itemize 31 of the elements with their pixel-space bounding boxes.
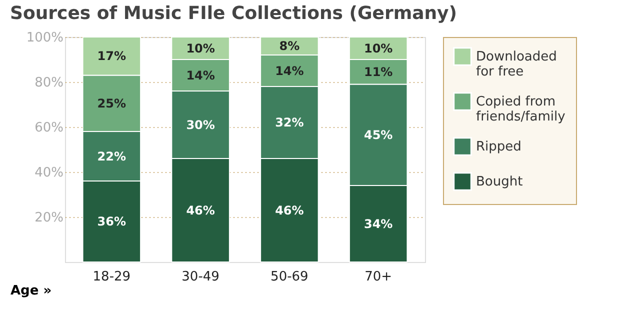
legend-label: Copied from friends/family (476, 94, 566, 124)
data-label: 30% (186, 118, 215, 132)
data-label: 17% (97, 49, 126, 64)
x-axis-title: Age » (10, 284, 52, 298)
data-label: 46% (186, 203, 215, 218)
data-label: 46% (275, 203, 304, 218)
data-label: 25% (97, 96, 126, 110)
data-label: 10% (186, 41, 215, 56)
y-tick-label: 100% (26, 30, 64, 46)
legend-label: Bought (476, 174, 523, 190)
data-label: 11% (364, 64, 393, 79)
data-label: 8% (279, 39, 300, 53)
x-tick-label: 70+ (364, 270, 392, 284)
y-tick-label: 40% (34, 166, 64, 180)
x-tick-label: 18-29 (92, 270, 131, 284)
x-tick-label: 50-69 (270, 270, 308, 284)
data-label: 14% (186, 68, 215, 82)
legend-label: Ripped (476, 140, 522, 154)
x-tick-label: 30-49 (182, 270, 220, 284)
data-label: 22% (97, 149, 126, 164)
y-tick-label: 60% (34, 120, 64, 136)
data-label: 14% (275, 64, 304, 78)
chart-title: Sources of Music FIle Collections (Germany) (10, 3, 458, 24)
y-tick-label: 20% (34, 210, 64, 226)
data-label: 36% (97, 214, 126, 228)
data-label: 32% (275, 116, 304, 130)
y-tick-label: 80% (34, 76, 64, 90)
data-label: 34% (364, 216, 393, 231)
data-label: 45% (364, 128, 393, 142)
data-label: 10% (364, 41, 393, 56)
legend-label: Downloaded for free (476, 50, 557, 80)
